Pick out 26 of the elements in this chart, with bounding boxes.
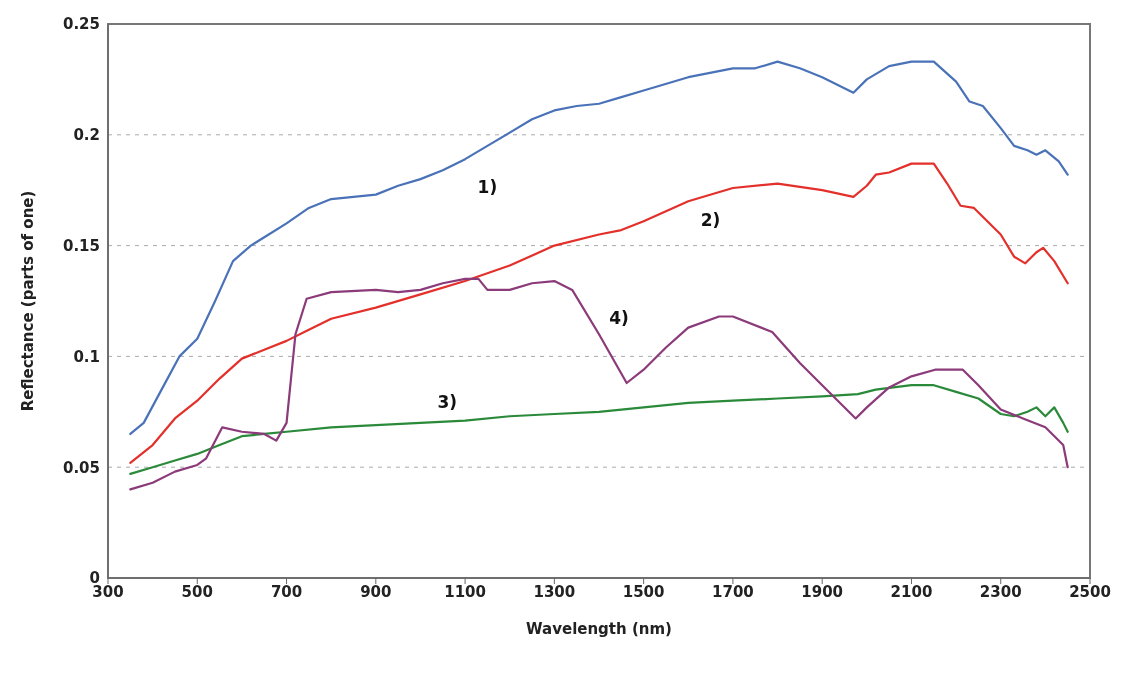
annotation: 2) bbox=[700, 210, 721, 231]
x-tick-label: 2300 bbox=[979, 582, 1022, 601]
x-tick-label: 1700 bbox=[712, 582, 754, 601]
x-axis-title: Wavelength (nm) bbox=[526, 620, 672, 638]
x-tick-label: 500 bbox=[181, 582, 213, 601]
line-series bbox=[129, 277, 1069, 491]
y-tick-label: 0.2 bbox=[73, 126, 100, 145]
line-series bbox=[129, 162, 1069, 464]
x-tick-label: 900 bbox=[360, 582, 392, 601]
x-tick-label: 1900 bbox=[801, 582, 844, 601]
y-axis-title: Reflectance (parts of one) bbox=[19, 190, 38, 412]
x-tick-label: 1100 bbox=[444, 582, 486, 601]
x-tick-label: 700 bbox=[270, 582, 303, 601]
annotation: 3) bbox=[437, 391, 458, 412]
line-series bbox=[129, 384, 1069, 475]
y-tick-label: 0.05 bbox=[62, 458, 100, 477]
x-tick-label: 2100 bbox=[890, 582, 933, 601]
x-tick-label: 1300 bbox=[533, 582, 576, 601]
y-tick-label: 0.15 bbox=[62, 236, 100, 255]
y-tick-label: 0.1 bbox=[73, 347, 100, 366]
y-tick-label: 0.25 bbox=[62, 15, 100, 34]
line-series bbox=[129, 60, 1069, 436]
x-tick-label: 1500 bbox=[622, 582, 665, 601]
annotation: 1) bbox=[477, 176, 498, 197]
annotation: 4) bbox=[609, 307, 629, 328]
x-tick-label: 2500 bbox=[1069, 582, 1111, 601]
